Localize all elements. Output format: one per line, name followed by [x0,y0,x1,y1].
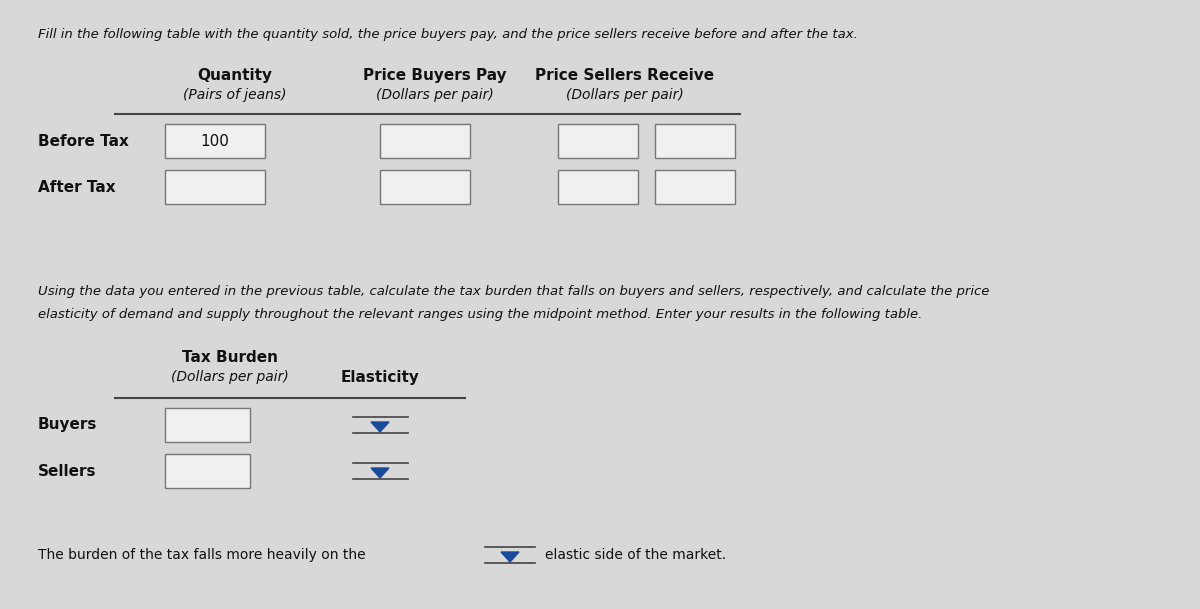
Polygon shape [371,468,389,478]
Bar [166,170,265,204]
Text: The burden of the tax falls more heavily on the: The burden of the tax falls more heavily… [38,548,366,562]
Bar [380,170,470,204]
Bar [380,124,470,158]
Text: Tax Burden: Tax Burden [182,350,278,365]
Bar [166,124,265,158]
Polygon shape [371,422,389,432]
Text: Price Sellers Receive: Price Sellers Receive [535,68,714,83]
Text: elasticity of demand and supply throughout the relevant ranges using the midpoin: elasticity of demand and supply througho… [38,308,923,321]
Bar [655,124,734,158]
Bar [166,454,250,488]
Bar [558,170,638,204]
Text: Quantity: Quantity [198,68,272,83]
Text: 100: 100 [200,133,229,149]
Bar [166,408,250,442]
Text: Buyers: Buyers [38,418,97,432]
Text: (Dollars per pair): (Dollars per pair) [566,88,684,102]
Text: (Pairs of jeans): (Pairs of jeans) [184,88,287,102]
Bar [558,124,638,158]
Text: (Dollars per pair): (Dollars per pair) [172,370,289,384]
Text: Elasticity: Elasticity [341,370,420,385]
Text: After Tax: After Tax [38,180,115,194]
Text: Sellers: Sellers [38,463,96,479]
Text: Fill in the following table with the quantity sold, the price buyers pay, and th: Fill in the following table with the qua… [38,28,858,41]
Text: elastic side of the market.: elastic side of the market. [545,548,726,562]
Bar [655,170,734,204]
Text: (Dollars per pair): (Dollars per pair) [376,88,494,102]
Text: Price Buyers Pay: Price Buyers Pay [364,68,506,83]
Text: Using the data you entered in the previous table, calculate the tax burden that : Using the data you entered in the previo… [38,285,989,298]
Polygon shape [502,552,520,562]
Text: Before Tax: Before Tax [38,133,128,149]
